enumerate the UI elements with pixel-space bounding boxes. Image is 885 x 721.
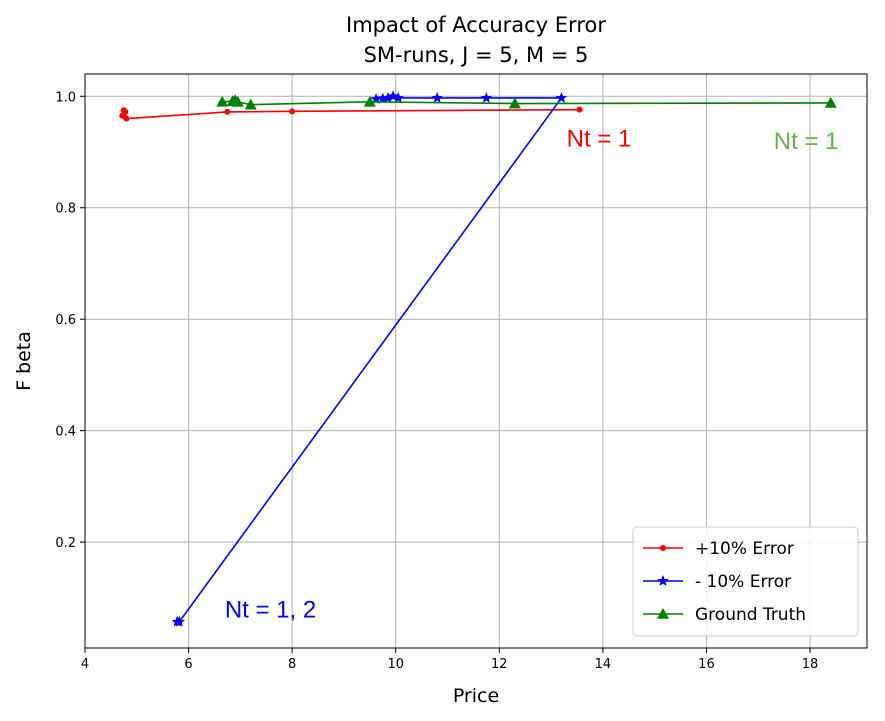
grid [84, 74, 867, 648]
legend-label: Ground Truth [695, 605, 806, 625]
y-tick-label: 0.6 [55, 313, 76, 328]
legend-label: - 10% Error [695, 572, 791, 592]
x-tick-label: 12 [491, 657, 508, 672]
data-point [508, 97, 521, 109]
series-1 [171, 90, 568, 627]
series-layer [119, 90, 837, 627]
x-tick-label: 16 [698, 657, 715, 672]
legend-entry: +10% Error [643, 539, 794, 559]
data-point [173, 615, 185, 627]
plot-frame [84, 73, 868, 649]
x-axis-ticks: 4 6 8 10 12 14 16 18 [81, 648, 818, 672]
data-point [122, 108, 129, 115]
legend: +10% Error - 10% Error Ground Truth [632, 526, 859, 637]
series-line [121, 108, 580, 120]
data-point [231, 95, 244, 107]
data-point [576, 106, 583, 113]
x-tick-label: 10 [387, 657, 404, 672]
x-tick-label: 14 [595, 657, 612, 672]
series-line [177, 95, 564, 623]
data-point [387, 90, 399, 102]
series-2 [216, 94, 837, 110]
data-point [289, 108, 296, 115]
data-point [244, 98, 257, 110]
x-tick-label: 18 [802, 657, 819, 672]
legend-marker [660, 545, 666, 551]
data-point [382, 91, 394, 103]
data-point [370, 93, 382, 104]
data-point [431, 91, 443, 103]
annotation-label: Nt = 1 [567, 125, 632, 152]
series-line [222, 99, 831, 106]
data-point [224, 108, 231, 115]
data-point [377, 92, 389, 104]
x-tick-label: 4 [81, 657, 89, 672]
legend-label: +10% Error [695, 539, 794, 559]
x-tick-label: 8 [288, 657, 296, 672]
y-tick-label: 0.4 [55, 425, 76, 440]
series-0 [119, 106, 583, 122]
x-axis-label: Price [453, 685, 499, 707]
data-point [363, 95, 376, 107]
y-tick-label: 1.0 [55, 90, 76, 105]
data-point [555, 91, 568, 103]
data-point [824, 96, 837, 108]
annotations: Nt = 1 Nt = 1 Nt = 1, 2 [225, 125, 839, 623]
legend-marker [657, 608, 669, 619]
x-tick-label: 6 [184, 657, 192, 672]
annotation-label: Nt = 1 [774, 128, 839, 155]
chart-subtitle: SM-runs, J = 5, M = 5 [364, 43, 589, 67]
annotation-label: Nt = 1, 2 [225, 596, 316, 623]
data-point [123, 115, 130, 122]
chart-title: Impact of Accuracy Error [346, 13, 606, 37]
legend-marker [657, 575, 669, 586]
y-tick-label: 0.8 [55, 202, 76, 217]
data-point [392, 91, 405, 103]
legend-entry: - 10% Error [643, 572, 791, 592]
data-point [480, 91, 493, 103]
y-axis-ticks: 0.2 0.4 0.6 0.8 1.0 [55, 90, 85, 551]
y-tick-label: 0.2 [55, 536, 76, 551]
y-axis-label: F beta [13, 331, 35, 391]
legend-entry: Ground Truth [643, 605, 806, 625]
data-point [216, 95, 229, 107]
legend-box [632, 526, 859, 637]
